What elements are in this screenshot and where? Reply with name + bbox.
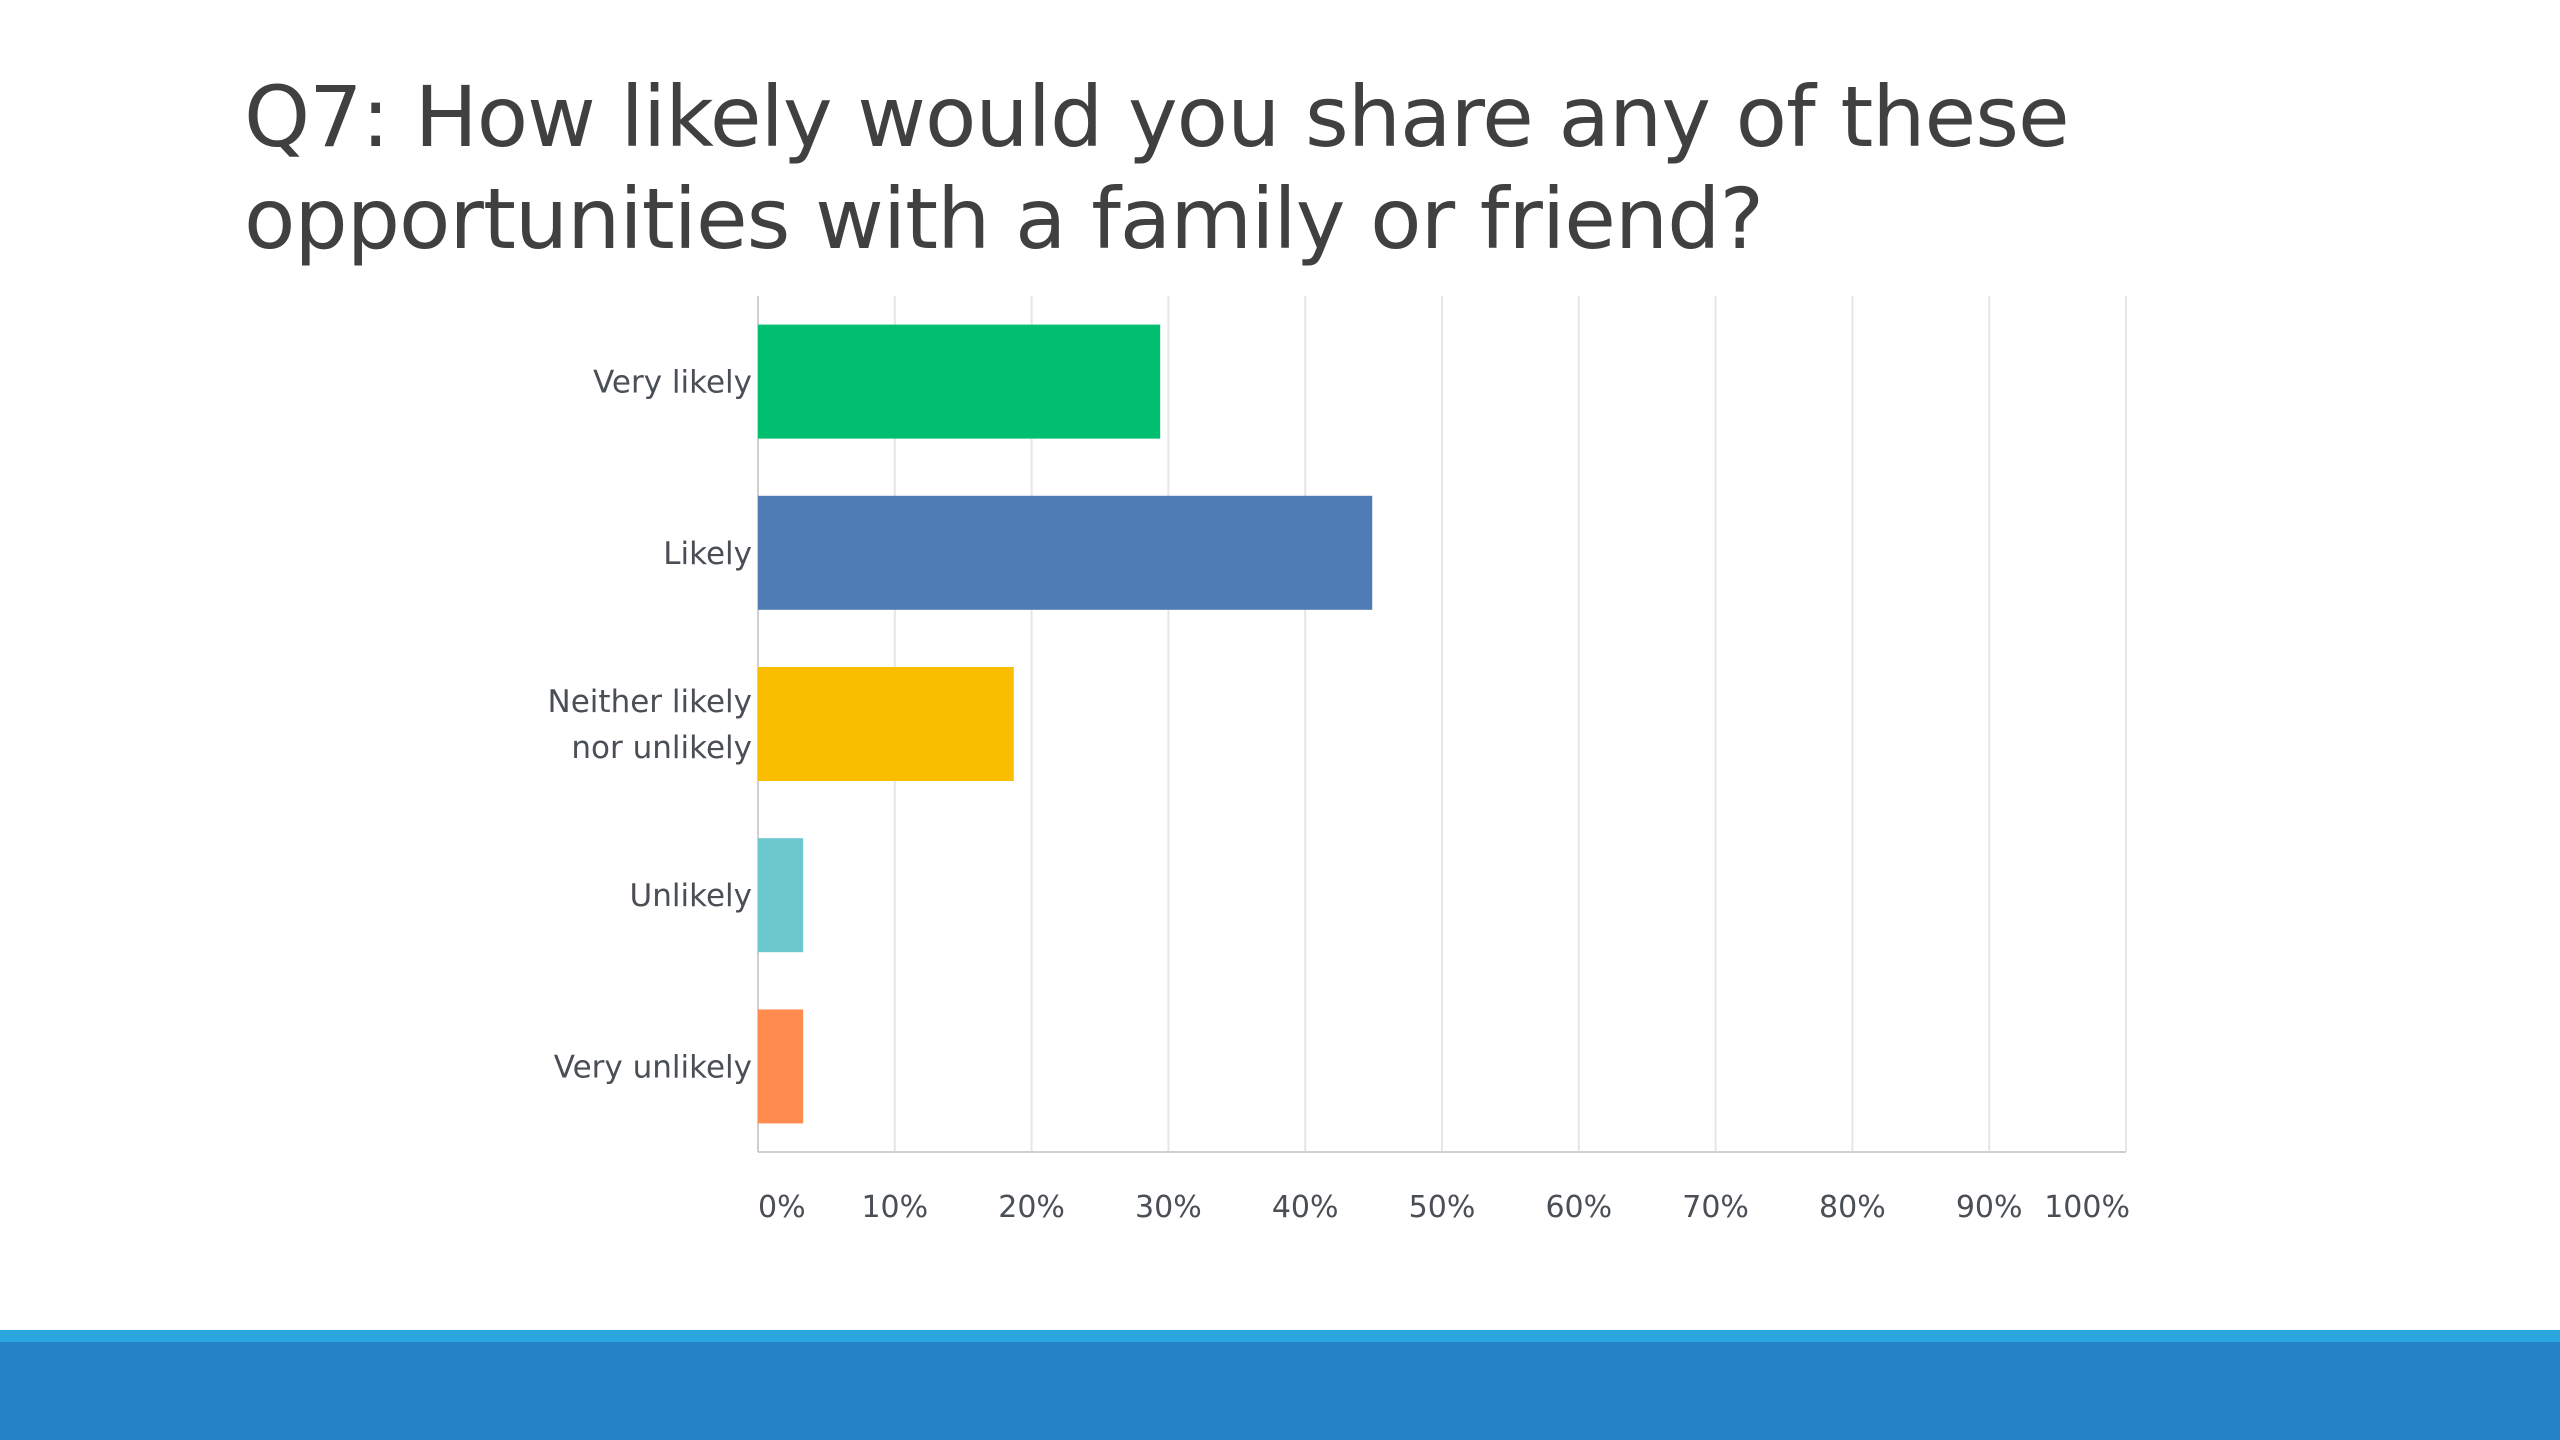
x-tick-label: 30% <box>1135 1190 1202 1225</box>
x-tick-label: 0% <box>758 1190 806 1225</box>
x-tick-label: 70% <box>1682 1190 1749 1225</box>
category-label: nor unlikely <box>571 730 752 766</box>
bar <box>758 324 1161 439</box>
category-label: Unlikely <box>630 878 752 914</box>
bar-chart: Very likely Likely Neither likely nor unlik… <box>548 296 2130 1225</box>
x-tick-label: 50% <box>1409 1190 1476 1225</box>
bar <box>758 667 1014 781</box>
category-label: Very unlikely <box>554 1049 752 1085</box>
x-tick-label: 100% <box>2044 1190 2130 1225</box>
x-tick-label: 20% <box>998 1190 1065 1225</box>
bar <box>758 1009 804 1124</box>
slide-title: Q7: How likely would you share any of th… <box>244 68 2070 268</box>
x-tick-label: 90% <box>1956 1190 2023 1225</box>
x-tick-label: 40% <box>1272 1190 1339 1225</box>
footer-accent-line <box>0 1330 2560 1342</box>
x-tick-label: 60% <box>1545 1190 1612 1225</box>
category-label: Neither likely <box>548 684 752 720</box>
category-label: Likely <box>663 536 752 572</box>
bar <box>758 838 804 953</box>
category-label: Very likely <box>593 365 752 401</box>
footer-bar <box>0 1342 2560 1440</box>
x-tick-label: 80% <box>1819 1190 1886 1225</box>
bar <box>758 495 1373 610</box>
x-tick-label: 10% <box>861 1190 928 1225</box>
